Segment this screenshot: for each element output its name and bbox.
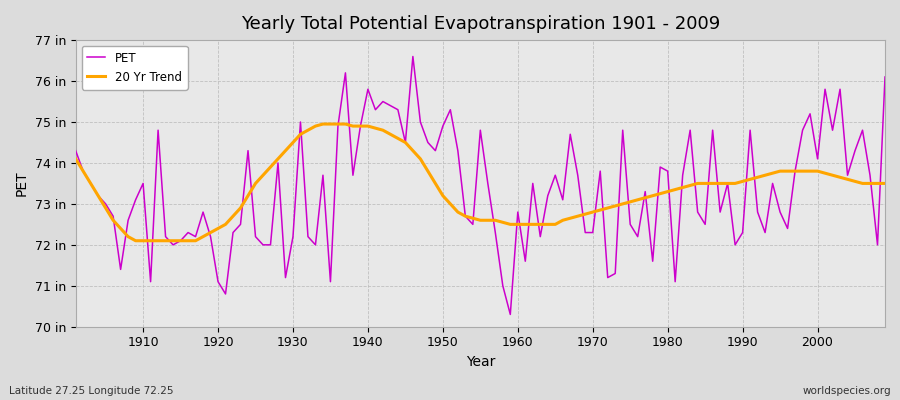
- PET: [617, 128, 628, 132]
- Line: PET: PET: [76, 56, 885, 314]
- 20 Yr Trend: [617, 202, 628, 206]
- PET: [130, 197, 141, 202]
- PET: [408, 54, 418, 59]
- Title: Yearly Total Potential Evapotranspiration 1901 - 2009: Yearly Total Potential Evapotranspiratio…: [240, 15, 720, 33]
- PET: [527, 181, 538, 186]
- PET: [520, 259, 531, 264]
- Line: 20 Yr Trend: 20 Yr Trend: [76, 124, 885, 241]
- 20 Yr Trend: [520, 222, 531, 227]
- X-axis label: Year: Year: [465, 355, 495, 369]
- 20 Yr Trend: [355, 124, 365, 128]
- 20 Yr Trend: [138, 238, 148, 243]
- Y-axis label: PET: PET: [15, 171, 29, 196]
- Legend: PET, 20 Yr Trend: PET, 20 Yr Trend: [82, 46, 187, 90]
- PET: [505, 312, 516, 317]
- 20 Yr Trend: [130, 238, 141, 243]
- 20 Yr Trend: [70, 156, 81, 161]
- 20 Yr Trend: [527, 222, 538, 227]
- 20 Yr Trend: [879, 181, 890, 186]
- PET: [879, 74, 890, 79]
- PET: [295, 120, 306, 124]
- Text: worldspecies.org: worldspecies.org: [803, 386, 891, 396]
- 20 Yr Trend: [318, 122, 328, 126]
- Text: Latitude 27.25 Longitude 72.25: Latitude 27.25 Longitude 72.25: [9, 386, 174, 396]
- PET: [340, 70, 351, 75]
- PET: [70, 148, 81, 153]
- 20 Yr Trend: [302, 128, 313, 132]
